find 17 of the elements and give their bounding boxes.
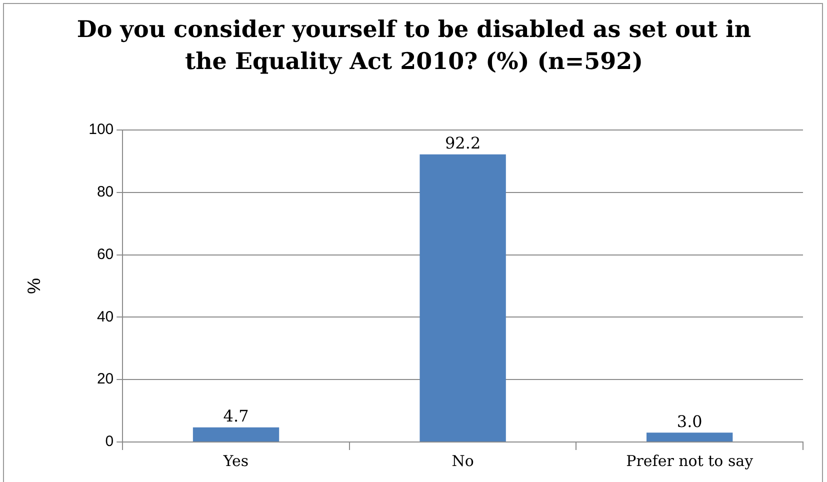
y-tick-label: 60	[96, 246, 114, 263]
data-label: 92.2	[445, 133, 481, 152]
data-label: 3.0	[676, 412, 702, 431]
y-tick-label: 80	[96, 184, 114, 201]
x-tick-label: Prefer not to say	[626, 452, 754, 470]
y-tick-label: 40	[96, 308, 114, 326]
bar	[192, 427, 280, 442]
bar	[646, 432, 733, 442]
y-tick-label: 20	[96, 370, 114, 388]
chart-title: Do you consider yourself to be disabled as set out in the Equality Act 2010? (%) (n=592)	[76, 15, 752, 77]
data-label: 4.7	[223, 406, 249, 426]
y-tick-label: 0	[105, 433, 114, 450]
x-tick-label: No	[452, 452, 474, 470]
x-tick-label: Yes	[222, 452, 249, 470]
y-tick-label: 100	[88, 121, 114, 138]
bar	[420, 154, 506, 442]
y-axis-title: %	[24, 278, 44, 294]
